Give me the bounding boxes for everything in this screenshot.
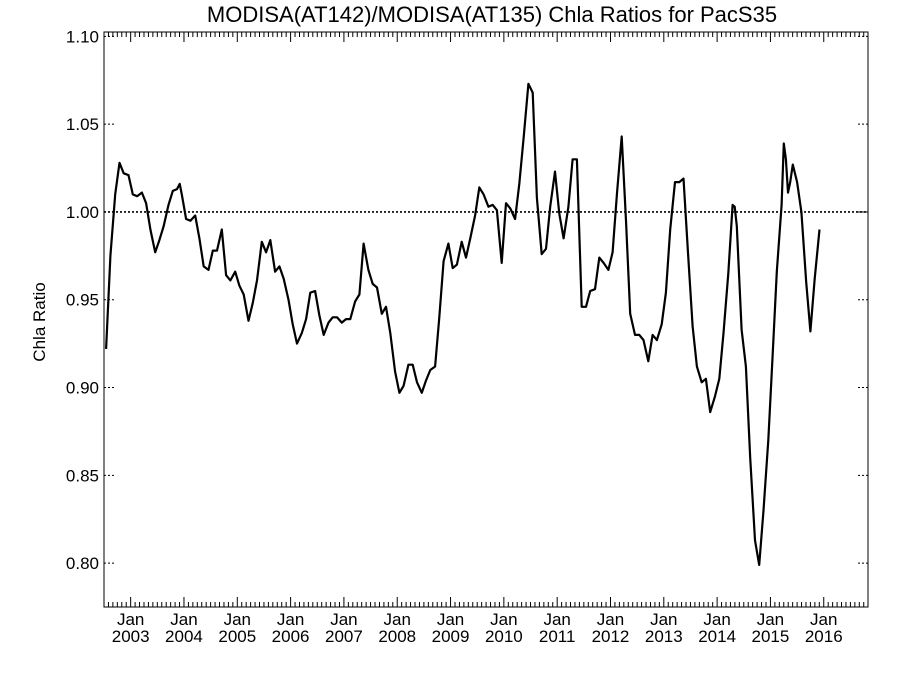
x-tick-month-label: Jan — [757, 610, 784, 629]
x-tick-year-label: 2014 — [698, 627, 736, 646]
y-tick-label: 0.90 — [66, 379, 99, 398]
y-tick-label: 1.05 — [66, 115, 99, 134]
x-tick-month-label: Jan — [437, 610, 464, 629]
x-tick-month-label: Jan — [117, 610, 144, 629]
x-tick-year-label: 2008 — [378, 627, 416, 646]
series-line — [105, 82, 821, 566]
x-tick-year-label: 2013 — [645, 627, 683, 646]
x-tick-year-label: 2006 — [272, 627, 310, 646]
x-tick-month-label: Jan — [490, 610, 517, 629]
y-axis: 0.80 0.85 0.90 0.95 1.00 1.05 1.10 — [66, 27, 868, 573]
x-tick-year-label: 2004 — [165, 627, 203, 646]
x-tick-month-label: Jan — [703, 610, 730, 629]
x-tick-year-label: 2009 — [432, 627, 470, 646]
y-tick-label: 1.10 — [66, 27, 99, 46]
x-tick-year-label: 2011 — [539, 627, 576, 646]
y-tick-label: 0.85 — [66, 466, 99, 485]
x-tick-month-label: Jan — [330, 610, 357, 629]
x-tick-month-label: Jan — [277, 610, 304, 629]
chart-title: MODISA(AT142)/MODISA(AT135) Chla Ratios … — [207, 2, 777, 27]
x-tick-year-label: 2010 — [485, 627, 523, 646]
x-tick-month-label: Jan — [384, 610, 411, 629]
x-tick-month-label: Jan — [810, 610, 837, 629]
y-axis-label: Chla Ratio — [30, 282, 49, 361]
y-tick-label: 0.80 — [66, 554, 99, 573]
plot-frame — [103, 31, 869, 608]
x-tick-month-label: Jan — [170, 610, 197, 629]
x-tick-year-label: 2016 — [805, 627, 843, 646]
x-tick-month-label: Jan — [597, 610, 624, 629]
y-tick-label: 0.95 — [66, 291, 99, 310]
x-tick-year-label: 2015 — [752, 627, 790, 646]
x-tick-month-label: Jan — [543, 610, 570, 629]
x-axis: Jan2003Jan2004Jan2005Jan2006Jan2007Jan20… — [103, 32, 865, 646]
x-tick-year-label: 2012 — [592, 627, 630, 646]
y-tick-label: 1.00 — [66, 203, 99, 222]
x-tick-month-label: Jan — [224, 610, 251, 629]
x-tick-year-label: 2007 — [325, 627, 363, 646]
x-tick-year-label: 2003 — [112, 627, 150, 646]
x-tick-year-label: 2005 — [218, 627, 256, 646]
x-tick-month-label: Jan — [650, 610, 677, 629]
